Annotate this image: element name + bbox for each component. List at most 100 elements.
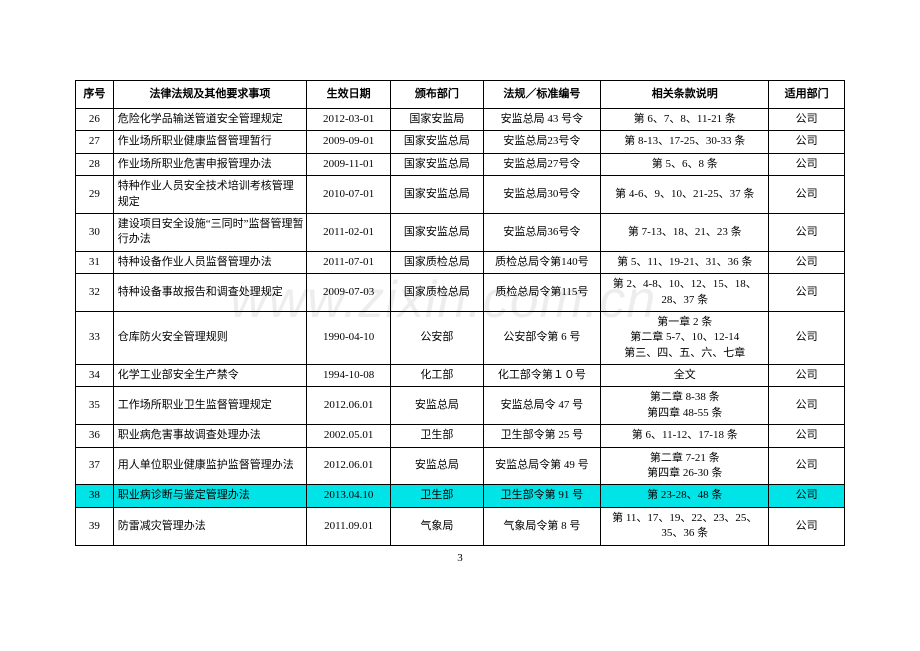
table-row: 29特种作业人员安全技术培训考核管理规定2010-07-01国家安监总局安监总局… bbox=[76, 176, 845, 214]
cell-clause: 第 4-6、9、10、21-25、37 条 bbox=[601, 176, 769, 214]
cell-date: 2012.06.01 bbox=[307, 387, 391, 425]
cell-apply: 公司 bbox=[769, 365, 845, 387]
cell-code: 安监总局令 47 号 bbox=[483, 387, 601, 425]
col-apply: 适用部门 bbox=[769, 81, 845, 109]
cell-dept: 安监总局 bbox=[391, 447, 483, 485]
cell-seq: 34 bbox=[76, 365, 114, 387]
cell-date: 1994-10-08 bbox=[307, 365, 391, 387]
cell-date: 2011.09.01 bbox=[307, 507, 391, 545]
cell-name: 特种作业人员安全技术培训考核管理规定 bbox=[113, 176, 306, 214]
cell-apply: 公司 bbox=[769, 176, 845, 214]
cell-clause: 第二章 7-21 条第四章 26-30 条 bbox=[601, 447, 769, 485]
cell-apply: 公司 bbox=[769, 274, 845, 312]
cell-name: 化学工业部安全生产禁令 bbox=[113, 365, 306, 387]
cell-apply: 公司 bbox=[769, 131, 845, 153]
cell-name: 作业场所职业健康监督管理暂行 bbox=[113, 131, 306, 153]
cell-clause: 第 23-28、48 条 bbox=[601, 485, 769, 507]
cell-name: 特种设备作业人员监督管理办法 bbox=[113, 251, 306, 273]
cell-code: 质检总局令第115号 bbox=[483, 274, 601, 312]
cell-code: 化工部令第１０号 bbox=[483, 365, 601, 387]
table-row: 26危险化学品输送管道安全管理规定2012-03-01国家安监局安监总局 43 … bbox=[76, 109, 845, 131]
table-row: 30建设项目安全设施“三同时”监督管理暂行办法2011-02-01国家安监总局安… bbox=[76, 213, 845, 251]
cell-seq: 39 bbox=[76, 507, 114, 545]
cell-clause: 第一章 2 条第二章 5-7、10、12-14第三、四、五、六、七章 bbox=[601, 311, 769, 364]
cell-code: 气象局令第 8 号 bbox=[483, 507, 601, 545]
table-row: 36职业病危害事故调查处理办法2002.05.01卫生部卫生部令第 25 号第 … bbox=[76, 425, 845, 447]
cell-apply: 公司 bbox=[769, 485, 845, 507]
cell-dept: 卫生部 bbox=[391, 425, 483, 447]
cell-name: 危险化学品输送管道安全管理规定 bbox=[113, 109, 306, 131]
cell-code: 卫生部令第 91 号 bbox=[483, 485, 601, 507]
cell-name: 仓库防火安全管理规则 bbox=[113, 311, 306, 364]
cell-dept: 国家安监局 bbox=[391, 109, 483, 131]
cell-seq: 28 bbox=[76, 153, 114, 175]
col-date: 生效日期 bbox=[307, 81, 391, 109]
cell-apply: 公司 bbox=[769, 387, 845, 425]
cell-seq: 33 bbox=[76, 311, 114, 364]
cell-code: 安监总局30号令 bbox=[483, 176, 601, 214]
col-code: 法规／标准编号 bbox=[483, 81, 601, 109]
cell-date: 2011-02-01 bbox=[307, 213, 391, 251]
cell-name: 用人单位职业健康监护监督管理办法 bbox=[113, 447, 306, 485]
cell-apply: 公司 bbox=[769, 109, 845, 131]
cell-name: 建设项目安全设施“三同时”监督管理暂行办法 bbox=[113, 213, 306, 251]
col-clause: 相关条款说明 bbox=[601, 81, 769, 109]
cell-apply: 公司 bbox=[769, 311, 845, 364]
cell-apply: 公司 bbox=[769, 251, 845, 273]
table-row: 35工作场所职业卫生监督管理规定2012.06.01安监总局安监总局令 47 号… bbox=[76, 387, 845, 425]
cell-code: 安监总局23号令 bbox=[483, 131, 601, 153]
table-row: 34化学工业部安全生产禁令1994-10-08化工部化工部令第１０号全文公司 bbox=[76, 365, 845, 387]
col-dept: 颁布部门 bbox=[391, 81, 483, 109]
cell-clause: 第 5、6、8 条 bbox=[601, 153, 769, 175]
cell-date: 2009-09-01 bbox=[307, 131, 391, 153]
table-row: 27作业场所职业健康监督管理暂行2009-09-01国家安监总局安监总局23号令… bbox=[76, 131, 845, 153]
cell-dept: 气象局 bbox=[391, 507, 483, 545]
table-row: 37用人单位职业健康监护监督管理办法2012.06.01安监总局安监总局令第 4… bbox=[76, 447, 845, 485]
cell-dept: 卫生部 bbox=[391, 485, 483, 507]
regulations-table: 序号 法律法规及其他要求事项 生效日期 颁布部门 法规／标准编号 相关条款说明 … bbox=[75, 80, 845, 546]
cell-dept: 国家安监总局 bbox=[391, 131, 483, 153]
cell-seq: 36 bbox=[76, 425, 114, 447]
cell-seq: 27 bbox=[76, 131, 114, 153]
cell-date: 2012-03-01 bbox=[307, 109, 391, 131]
cell-seq: 31 bbox=[76, 251, 114, 273]
cell-code: 质检总局令第140号 bbox=[483, 251, 601, 273]
cell-seq: 38 bbox=[76, 485, 114, 507]
cell-code: 安监总局令第 49 号 bbox=[483, 447, 601, 485]
cell-code: 安监总局36号令 bbox=[483, 213, 601, 251]
cell-seq: 37 bbox=[76, 447, 114, 485]
cell-name: 工作场所职业卫生监督管理规定 bbox=[113, 387, 306, 425]
cell-date: 2002.05.01 bbox=[307, 425, 391, 447]
cell-dept: 国家质检总局 bbox=[391, 251, 483, 273]
cell-dept: 国家安监总局 bbox=[391, 153, 483, 175]
cell-dept: 安监总局 bbox=[391, 387, 483, 425]
cell-date: 2010-07-01 bbox=[307, 176, 391, 214]
cell-dept: 公安部 bbox=[391, 311, 483, 364]
cell-clause: 第 5、11、19-21、31、36 条 bbox=[601, 251, 769, 273]
header-row: 序号 法律法规及其他要求事项 生效日期 颁布部门 法规／标准编号 相关条款说明 … bbox=[76, 81, 845, 109]
cell-name: 职业病危害事故调查处理办法 bbox=[113, 425, 306, 447]
cell-seq: 29 bbox=[76, 176, 114, 214]
table-row: 32特种设备事故报告和调查处理规定2009-07-03国家质检总局质检总局令第1… bbox=[76, 274, 845, 312]
cell-seq: 30 bbox=[76, 213, 114, 251]
cell-date: 2011-07-01 bbox=[307, 251, 391, 273]
cell-dept: 化工部 bbox=[391, 365, 483, 387]
cell-dept: 国家质检总局 bbox=[391, 274, 483, 312]
cell-code: 公安部令第 6 号 bbox=[483, 311, 601, 364]
table-row: 28作业场所职业危害申报管理办法2009-11-01国家安监总局安监总局27号令… bbox=[76, 153, 845, 175]
table-row: 31特种设备作业人员监督管理办法2011-07-01国家质检总局质检总局令第14… bbox=[76, 251, 845, 273]
cell-clause: 第二章 8-38 条第四章 48-55 条 bbox=[601, 387, 769, 425]
cell-code: 安监总局27号令 bbox=[483, 153, 601, 175]
col-name: 法律法规及其他要求事项 bbox=[113, 81, 306, 109]
cell-apply: 公司 bbox=[769, 425, 845, 447]
cell-clause: 全文 bbox=[601, 365, 769, 387]
cell-clause: 第 8-13、17-25、30-33 条 bbox=[601, 131, 769, 153]
cell-date: 2009-07-03 bbox=[307, 274, 391, 312]
cell-apply: 公司 bbox=[769, 507, 845, 545]
table-row: 33仓库防火安全管理规则1990-04-10公安部公安部令第 6 号第一章 2 … bbox=[76, 311, 845, 364]
cell-apply: 公司 bbox=[769, 447, 845, 485]
cell-seq: 26 bbox=[76, 109, 114, 131]
cell-date: 2009-11-01 bbox=[307, 153, 391, 175]
table-row: 38职业病诊断与鉴定管理办法2013.04.10卫生部卫生部令第 91 号第 2… bbox=[76, 485, 845, 507]
page-number: 3 bbox=[75, 552, 845, 564]
